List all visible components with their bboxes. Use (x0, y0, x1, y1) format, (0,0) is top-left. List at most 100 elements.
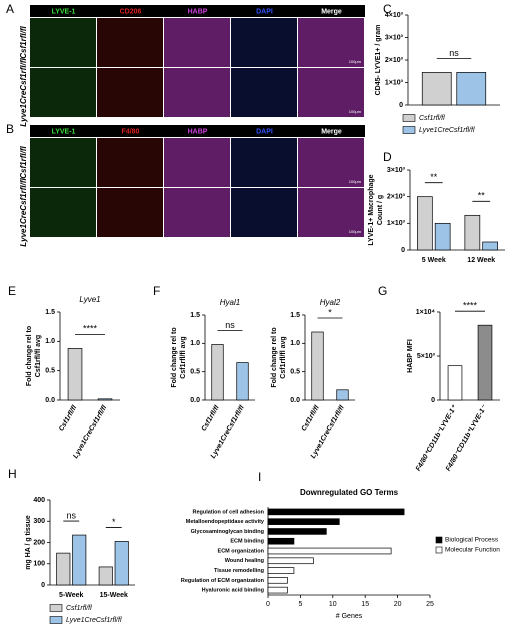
y-axis-label: Csf1rfl/fl avg (180, 336, 187, 378)
x-tick-label: 5 Week (422, 257, 446, 264)
header-bar (30, 125, 365, 137)
significance-label: ** (478, 191, 486, 201)
micrograph-signal (30, 188, 96, 237)
micrograph-signal (164, 18, 230, 67)
micrograph-signal (30, 18, 96, 67)
legend-label: Csf1rfl/fl (419, 115, 445, 122)
panel-label: B (6, 122, 14, 136)
micrograph-signal (298, 188, 364, 237)
panel-label: E (8, 284, 16, 298)
bar (98, 566, 113, 586)
y-tick-label: 0.0 (290, 397, 300, 404)
legend-swatch (402, 114, 416, 122)
y-tick-label: 0 (431, 397, 435, 404)
y-axis-label: Fold change rel to (271, 327, 278, 387)
y-tick-label: 0.5 (190, 369, 200, 376)
legend-label: Csf1rfl/fl (66, 605, 92, 612)
column-header: DAPI (256, 8, 273, 15)
column-header: Merge (321, 128, 342, 135)
micrograph-signal (231, 18, 297, 67)
bar (434, 222, 451, 251)
micrograph (298, 188, 364, 237)
bar (311, 331, 324, 401)
significance-label: **** (463, 301, 478, 311)
micrograph (30, 68, 96, 117)
bar (267, 528, 327, 535)
x-axis-label: # Genes (336, 613, 363, 620)
micrograph (30, 188, 96, 237)
micrograph-signal (164, 68, 230, 117)
y-tick-label: 0 (399, 102, 403, 109)
significance-label: ns (66, 510, 76, 520)
micrograph (30, 138, 96, 187)
y-tick-label: 0.0 (190, 397, 200, 404)
y-axis-label: Fold change rel to (26, 326, 33, 386)
panel-label: G (378, 284, 387, 298)
legend-label: Molecular Function (445, 547, 500, 554)
bar (477, 324, 493, 401)
bar (482, 241, 498, 251)
bar (464, 214, 481, 251)
legend-swatch (49, 616, 63, 624)
y-axis-label: CD45- LYVE1+ / gram (375, 25, 382, 96)
significance-label: * (112, 517, 116, 527)
micrograph-signal (164, 138, 230, 187)
panel-label: H (8, 467, 17, 481)
micrograph (97, 188, 163, 237)
column-header: HABP (188, 8, 208, 15)
x-tick-label: 10 (329, 601, 337, 608)
micrograph-signal (97, 188, 163, 237)
y-tick-label: 200 (33, 539, 45, 546)
bar (267, 508, 405, 516)
significance-label: **** (83, 324, 98, 334)
y-tick-label: 1×10⁴ (416, 309, 436, 316)
x-tick-label: 0 (266, 601, 270, 608)
micrograph (164, 138, 230, 187)
y-tick-label: 1.5 (45, 309, 55, 316)
bar (336, 389, 349, 401)
x-tick-label: 15 (361, 601, 369, 608)
y-tick-label: 400 (33, 497, 45, 504)
row-label: Csf1rfl/fl (19, 26, 28, 59)
column-header: Merge (321, 8, 342, 15)
bar (456, 72, 487, 106)
bar (267, 518, 340, 525)
micrograph-signal (231, 138, 297, 187)
row-label: Csf1rfl/fl (19, 146, 28, 179)
micrograph (298, 138, 364, 187)
y-tick-label: 0 (401, 247, 405, 254)
panel-label: I (258, 470, 261, 484)
bar (267, 567, 295, 574)
legend-swatch (402, 126, 416, 134)
bar (267, 537, 295, 545)
x-tick-label: Csf1rfl/fl (301, 404, 322, 433)
panel-label: A (6, 2, 14, 16)
y-tick-label: Wound healing (225, 558, 264, 564)
x-tick-label: 12 Week (467, 257, 495, 264)
row-label: Lyve1CreCsf1rfl/fl (19, 177, 28, 246)
y-tick-label: ECM binding (230, 539, 264, 545)
micrograph-signal (298, 18, 364, 67)
micrograph-signal (298, 138, 364, 187)
y-tick-label: 3×10³ (387, 167, 406, 174)
significance-label: * (328, 307, 332, 317)
y-tick-label: 300 (33, 518, 45, 525)
column-header: F4/80 (122, 128, 140, 135)
y-tick-label: ECM organization (218, 548, 265, 554)
bar (421, 72, 452, 106)
bar (447, 365, 463, 401)
y-axis-label: mg HA / g tissue (25, 515, 32, 570)
chart-title: Hyal2 (320, 298, 341, 307)
y-tick-label: 3×10³ (385, 34, 404, 41)
micrograph (97, 18, 163, 67)
y-axis-label: Fold change rel to (171, 327, 178, 387)
micrograph (164, 188, 230, 237)
micrograph-signal (164, 188, 230, 237)
y-tick-label: 1.5 (190, 312, 200, 319)
y-tick-label: 1×10³ (387, 220, 406, 227)
micrograph (97, 138, 163, 187)
bar (417, 196, 433, 251)
y-axis-label: Count / g (377, 195, 384, 225)
column-header: DAPI (256, 128, 273, 135)
y-axis-label: Csf1rfl/fl avg (35, 335, 42, 377)
